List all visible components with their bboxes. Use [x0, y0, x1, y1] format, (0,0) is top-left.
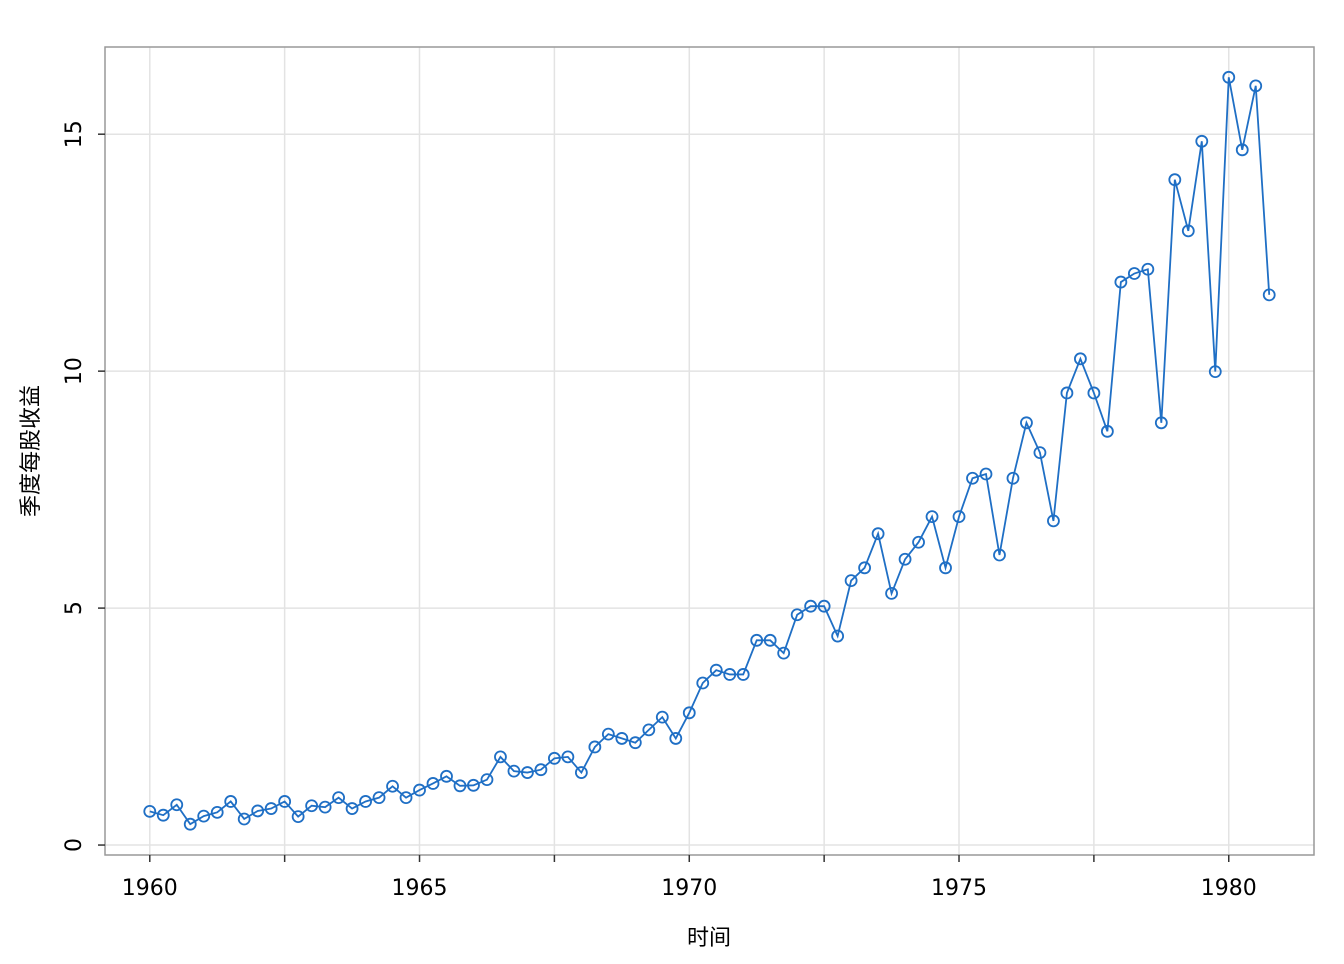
data-point	[1047, 514, 1060, 528]
data-point	[494, 750, 507, 764]
x-tick-label: 1980	[1201, 876, 1257, 901]
y-tick-label: 5	[62, 601, 87, 615]
data-point	[696, 676, 710, 690]
data-point	[871, 527, 885, 541]
data-point	[723, 668, 737, 681]
data-point	[1262, 288, 1276, 302]
data-point	[1141, 262, 1155, 276]
data-point	[318, 800, 332, 814]
y-tick-label: 10	[62, 357, 87, 385]
data-point	[1127, 267, 1141, 280]
data-point	[709, 663, 723, 677]
data-point	[763, 633, 777, 647]
data-point	[831, 629, 845, 643]
data-point	[939, 561, 952, 575]
data-point	[1222, 70, 1236, 84]
data-point	[1249, 79, 1263, 93]
data-point	[143, 805, 157, 818]
data-point	[305, 799, 319, 813]
data-point	[359, 795, 372, 808]
data-point	[1033, 446, 1047, 460]
data-point	[1168, 173, 1182, 187]
data-point	[1006, 471, 1020, 485]
data-point	[601, 727, 615, 741]
data-point	[156, 808, 170, 822]
data-point	[993, 548, 1006, 562]
data-point	[952, 510, 966, 524]
data-point	[453, 779, 467, 793]
data-point	[521, 766, 534, 779]
data-point	[979, 467, 993, 481]
data-point	[925, 510, 939, 524]
data-point	[777, 646, 791, 660]
x-tick-label: 1975	[931, 876, 987, 901]
data-point	[858, 561, 872, 575]
data-point	[561, 750, 575, 764]
plot-frame	[104, 46, 1315, 856]
data-point	[1235, 143, 1249, 157]
data-point	[386, 779, 399, 793]
data-point	[170, 798, 184, 812]
y-axis-label: 季度每股收益	[19, 385, 44, 517]
data-point	[224, 795, 238, 808]
data-point	[1087, 386, 1101, 400]
data-point	[1060, 386, 1074, 400]
data-point	[291, 810, 305, 824]
data-point	[210, 805, 224, 819]
data-point	[345, 802, 359, 815]
data-point	[534, 763, 548, 777]
data-point	[790, 608, 804, 622]
data-point	[898, 552, 912, 566]
y-tick-label: 15	[62, 120, 87, 148]
data-point	[1114, 275, 1128, 289]
data-point	[574, 766, 588, 779]
data-point	[1195, 134, 1209, 148]
data-point	[669, 732, 683, 745]
data-point	[197, 809, 211, 823]
data-point	[615, 732, 629, 745]
data-point	[1154, 416, 1168, 430]
data-point	[844, 574, 858, 588]
data-point	[912, 535, 925, 549]
data-point	[655, 710, 669, 724]
data-point	[885, 587, 898, 600]
data-point	[467, 778, 480, 792]
y-tick-label: 0	[62, 838, 87, 852]
data-point	[183, 817, 197, 831]
data-point	[1020, 416, 1033, 430]
data-point	[237, 812, 251, 826]
x-tick-label: 1970	[661, 876, 717, 901]
x-tick-label: 1965	[392, 876, 448, 901]
data-point	[682, 706, 696, 720]
data-point	[804, 599, 818, 613]
data-point	[278, 795, 292, 808]
data-point	[480, 773, 494, 787]
data-point	[1208, 365, 1222, 379]
data-point	[426, 777, 440, 790]
x-axis-label: 时间	[687, 926, 731, 951]
data-point	[1100, 424, 1114, 438]
data-point	[628, 736, 642, 750]
data-point	[966, 471, 979, 485]
data-point	[332, 791, 345, 805]
data-point	[251, 804, 265, 818]
data-point	[507, 764, 521, 778]
data-point	[750, 633, 764, 647]
data-point	[1074, 352, 1087, 366]
data-point	[372, 791, 386, 805]
data-point	[1181, 224, 1195, 238]
data-point	[399, 791, 413, 805]
data-point	[736, 668, 750, 681]
data-point	[588, 740, 602, 754]
data-point	[264, 802, 278, 815]
x-tick-label: 1960	[122, 876, 178, 901]
series-line	[149, 77, 1271, 826]
data-point	[642, 723, 656, 737]
data-point	[817, 599, 831, 613]
data-point	[413, 783, 426, 797]
data-point	[547, 751, 561, 765]
data-point	[440, 769, 453, 783]
